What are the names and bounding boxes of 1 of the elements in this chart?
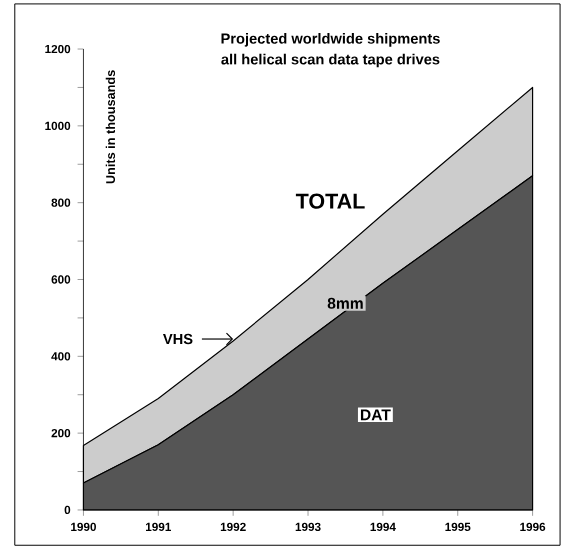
annotation: TOTAL [295,193,365,210]
